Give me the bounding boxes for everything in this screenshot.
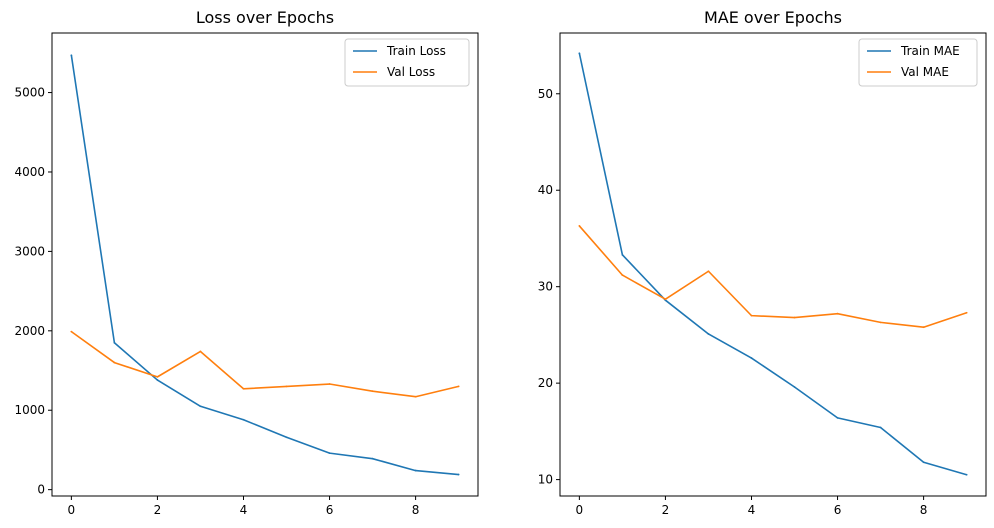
data-point bbox=[199, 350, 202, 353]
plot-frame bbox=[51, 32, 479, 497]
series-line-val bbox=[70, 330, 459, 398]
x-tick-label: 0 bbox=[68, 503, 76, 517]
y-tick-label: 0 bbox=[37, 483, 45, 497]
data-point bbox=[793, 316, 796, 319]
data-point bbox=[922, 326, 925, 329]
x-tick-label: 4 bbox=[240, 503, 248, 517]
y-tick-label: 50 bbox=[538, 87, 553, 101]
series-line-train bbox=[70, 55, 459, 476]
data-point bbox=[621, 274, 624, 277]
data-point bbox=[328, 383, 331, 385]
data-point bbox=[578, 52, 581, 55]
legend: Train Loss Val Loss bbox=[344, 38, 470, 87]
data-point bbox=[965, 473, 968, 476]
data-point bbox=[414, 469, 417, 472]
data-point bbox=[242, 387, 245, 390]
legend-label: Val Loss bbox=[387, 65, 435, 79]
data-point bbox=[457, 385, 460, 388]
data-point bbox=[371, 390, 374, 393]
x-tick-label: 2 bbox=[662, 503, 670, 517]
data-point bbox=[371, 457, 374, 460]
data-point bbox=[707, 333, 710, 335]
data-point bbox=[621, 253, 624, 256]
x-tick-label: 4 bbox=[748, 503, 756, 517]
data-point bbox=[199, 405, 202, 408]
series-line-val bbox=[578, 225, 967, 328]
data-point bbox=[328, 452, 331, 455]
data-point bbox=[879, 426, 882, 429]
data-point bbox=[156, 379, 159, 381]
data-point bbox=[113, 341, 116, 344]
data-point bbox=[70, 54, 73, 57]
data-point bbox=[750, 357, 753, 359]
data-point bbox=[578, 225, 581, 227]
data-point bbox=[836, 416, 839, 419]
y-tick-label: 2000 bbox=[14, 324, 45, 338]
data-point bbox=[457, 473, 460, 476]
legend: Train MAE Val MAE bbox=[858, 38, 978, 87]
x-tick-label: 0 bbox=[576, 503, 584, 517]
legend-label: Train Loss bbox=[386, 44, 446, 58]
x-tick-label: 6 bbox=[834, 503, 842, 517]
data-point bbox=[879, 321, 882, 324]
data-point bbox=[156, 375, 159, 378]
plot-frame bbox=[559, 32, 987, 497]
data-point bbox=[707, 270, 710, 273]
data-point bbox=[414, 395, 417, 398]
data-point bbox=[113, 361, 116, 364]
x-tick-label: 8 bbox=[412, 503, 420, 517]
data-point bbox=[965, 311, 968, 314]
x-tick-label: 8 bbox=[920, 503, 928, 517]
data-point bbox=[664, 298, 667, 301]
y-tick-label: 20 bbox=[538, 376, 553, 390]
data-point bbox=[242, 418, 245, 421]
y-tick-label: 30 bbox=[538, 280, 553, 294]
data-point bbox=[285, 385, 288, 388]
y-tick-label: 5000 bbox=[14, 86, 45, 100]
chart-title: MAE over Epochs bbox=[704, 8, 842, 27]
data-point bbox=[285, 436, 288, 439]
data-point bbox=[793, 386, 796, 388]
legend-label: Train MAE bbox=[900, 44, 960, 58]
x-tick-label: 6 bbox=[326, 503, 334, 517]
y-tick-label: 3000 bbox=[14, 244, 45, 258]
data-point bbox=[750, 314, 753, 317]
chart-panel-1: MAE over Epochs 0 2 4 6 8 10 20 30 40 50 Train MAE V… bbox=[538, 8, 987, 517]
y-tick-label: 40 bbox=[538, 183, 553, 197]
data-point bbox=[836, 312, 839, 315]
y-tick-label: 4000 bbox=[14, 165, 45, 179]
series-line-train bbox=[578, 53, 967, 476]
y-tick-label: 1000 bbox=[14, 403, 45, 417]
data-point bbox=[70, 330, 73, 333]
y-tick-label: 10 bbox=[538, 473, 553, 487]
data-point bbox=[922, 461, 925, 464]
x-tick-label: 2 bbox=[154, 503, 162, 517]
chart-title: Loss over Epochs bbox=[196, 8, 334, 27]
chart-panel-0: Loss over Epochs 0 2 4 6 8 0 1000 2000 3000 4000 50… bbox=[14, 8, 479, 517]
legend-label: Val MAE bbox=[901, 65, 949, 79]
